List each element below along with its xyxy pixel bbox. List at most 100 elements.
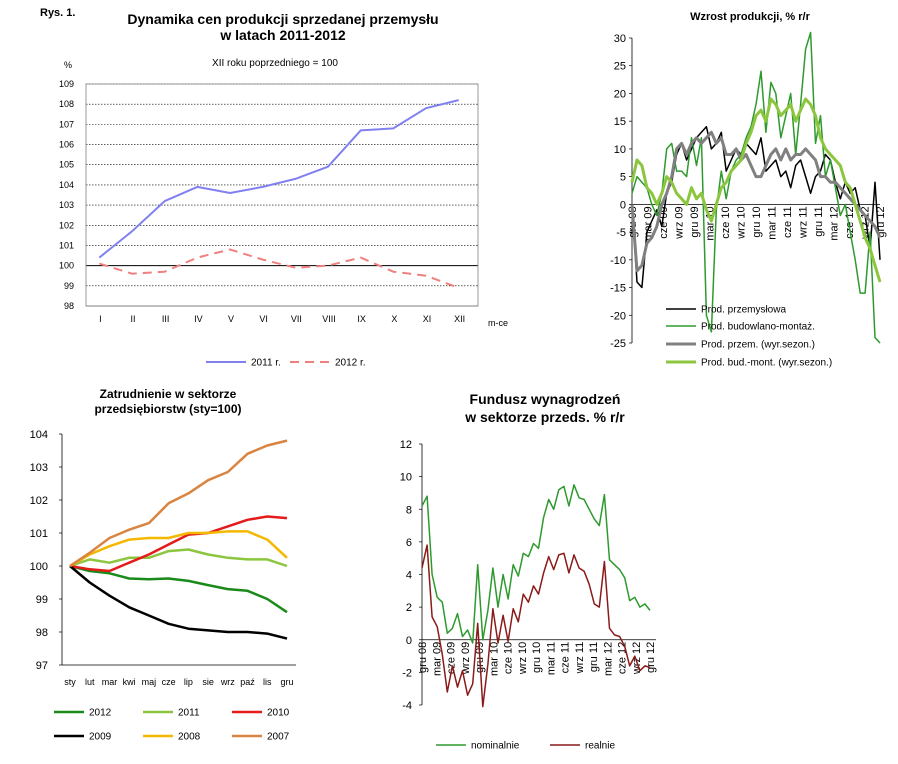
c4-xtick: wrz 11	[574, 642, 586, 675]
c4-xtick: wrz 10	[517, 642, 529, 675]
c4-title: Fundusz wynagrodzeń	[470, 391, 621, 407]
c4-xtick: cze 11	[560, 642, 572, 674]
c1-ytick: 100	[59, 261, 74, 271]
c3-xtick: paź	[240, 677, 255, 687]
c3-legend-2008-label: 2008	[178, 732, 201, 743]
c1-ytick: 108	[59, 99, 74, 109]
c1-ytick: 106	[59, 140, 74, 150]
c1-xtick: VIII	[322, 314, 336, 324]
c3-xtick: lip	[184, 677, 193, 687]
c3-xtick: lut	[85, 677, 95, 687]
c4-ytick: 10	[400, 472, 412, 484]
c3-xtick: wrz	[220, 677, 235, 687]
chart-production-growth: Wzrost produkcji, % r/r -25 -20 -15 -10 -5 0 5…	[610, 11, 887, 369]
c3-legend-2011-label: 2011	[178, 708, 200, 719]
c2-legend-0-label: Prod. przemysłowa	[701, 305, 786, 316]
c2-xtick: wrz 10	[736, 206, 748, 239]
c1-ytick: 102	[59, 220, 74, 230]
c2-xtick: gru 11	[813, 206, 825, 236]
c3-xtick: gru	[280, 677, 293, 687]
c1-legend-2011-label: 2011 r.	[251, 358, 281, 369]
c3-ytick: 98	[36, 627, 48, 639]
c1-series-2012-line	[99, 248, 460, 289]
c3-ytick: 99	[36, 594, 48, 606]
c4-xtick: mar 11	[545, 642, 557, 675]
c2-xtick: wrz 11	[798, 206, 810, 239]
c3-xtick: lis	[263, 677, 272, 687]
c2-xtick: mar 11	[767, 206, 779, 239]
c3-title2: przedsiębiorstw (sty=100)	[94, 402, 241, 416]
chart-employment: Zatrudnienie w sektorze przedsiębiorstw …	[30, 387, 296, 743]
c4-ytick: 6	[406, 537, 412, 549]
c2-xtick: gru 10	[751, 206, 763, 237]
c1-ytick: 104	[59, 180, 74, 190]
c3-ytick: 100	[30, 561, 48, 573]
c2-ytick: 30	[614, 33, 626, 45]
c3-legend-2012-label: 2012	[89, 708, 112, 719]
c1-ytick: 99	[64, 281, 74, 291]
c2-xtick: cze 10	[720, 206, 732, 238]
c1-title2: w latach 2011-2012	[219, 27, 346, 43]
c2-ytick: -5	[616, 227, 626, 239]
c1-xtick: III	[162, 314, 170, 324]
c3-title: Zatrudnienie w sektorze	[100, 387, 237, 401]
c4-ytick: 12	[400, 439, 412, 451]
c2-ytick: -10	[610, 255, 626, 267]
c3-legend-2009-label: 2009	[89, 732, 112, 743]
c3-xtick: mar	[102, 677, 118, 687]
c1-xlabel: m-ce	[488, 318, 508, 328]
c4-xtick: cze 12	[617, 642, 629, 674]
c4-ytick: -2	[402, 667, 412, 679]
c3-ytick: 103	[30, 462, 48, 474]
c1-xtick: IX	[357, 314, 366, 324]
c2-series-industrial-sa-line	[630, 130, 882, 273]
c3-xtick: kwi	[123, 677, 136, 687]
c3-xtick: sty	[64, 677, 76, 687]
c3-ytick: 102	[30, 495, 48, 507]
c2-xtick: mar 09	[643, 206, 655, 240]
c1-ytick: 107	[59, 119, 74, 129]
c3-ytick: 101	[30, 528, 48, 540]
chart-wage-fund: Fundusz wynagrodzeń w sektorze przeds. %…	[400, 391, 657, 752]
c4-ytick: 0	[406, 635, 412, 647]
figure-label: Rys. 1.	[40, 7, 75, 19]
c1-ytick: 103	[59, 200, 74, 210]
c4-xtick: wrz 09	[460, 642, 472, 675]
c4-xtick: gru 11	[588, 642, 600, 672]
c2-ytick: 5	[620, 172, 626, 184]
c3-xtick: cze	[162, 677, 176, 687]
c2-legend-3-label: Prod. bud.-mont. (wyr.sezon.)	[701, 358, 832, 369]
c1-plot-frame	[85, 83, 479, 307]
c2-xtick: wrz 09	[674, 206, 686, 239]
c2-legend-1-label: Prod. budowlano-montaż.	[701, 322, 815, 333]
c3-series-2012-line	[69, 564, 288, 614]
c4-xtick: cze 09	[446, 642, 458, 674]
c3-series-2010-line	[69, 515, 288, 573]
c4-legend-real-label: realnie	[585, 741, 615, 752]
c1-subtitle: XII roku poprzedniego = 100	[212, 58, 338, 69]
c1-series-2011-line	[98, 99, 459, 259]
c1-title: Dynamika cen produkcji sprzedanej przemy…	[127, 11, 438, 27]
c3-legend-2010-label: 2010	[267, 708, 290, 719]
c4-xtick: cze 10	[503, 642, 515, 674]
c1-xtick: V	[228, 314, 234, 324]
c2-series-construction-sa-line	[630, 97, 882, 283]
c2-ytick: -15	[610, 283, 626, 295]
c3-series-2007-line	[69, 439, 288, 568]
c3-series-2011-line	[69, 548, 288, 568]
c1-ytick: 101	[59, 240, 74, 250]
c1-xtick: II	[130, 314, 135, 324]
c1-ylabel: %	[64, 60, 72, 70]
c2-ytick: -25	[610, 338, 626, 350]
c2-legend-2-label: Prod. przem. (wyr.sezon.)	[701, 340, 815, 351]
c4-ytick: 2	[406, 602, 412, 614]
c3-series-2008-line	[69, 530, 288, 568]
c4-xtick: gru 10	[531, 642, 543, 673]
c2-ytick: 10	[614, 144, 626, 156]
c4-ytick: -4	[402, 700, 412, 712]
c4-series-real-line	[421, 544, 651, 708]
c3-ytick: 97	[36, 660, 48, 672]
c1-xtick: IV	[194, 314, 203, 324]
c1-xtick: XII	[454, 314, 465, 324]
